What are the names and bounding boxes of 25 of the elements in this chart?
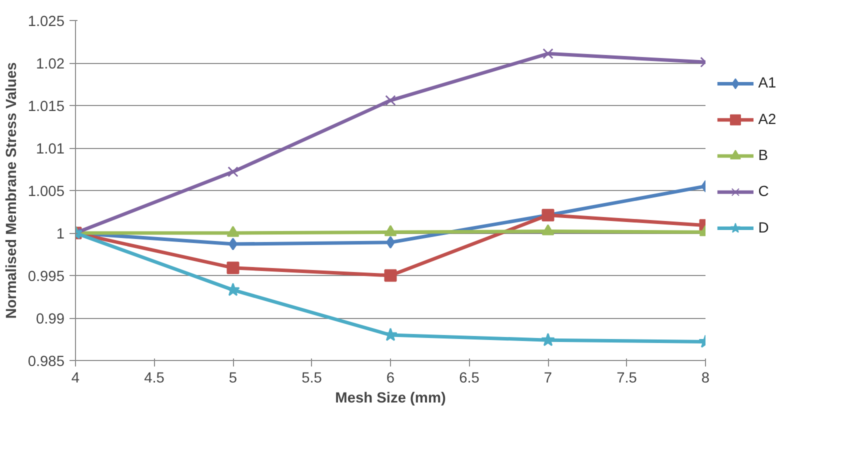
y-tick-label: 1.015: [28, 99, 65, 115]
y-tick-label: 0.995: [28, 269, 65, 285]
x-tick-label: 5: [228, 370, 238, 386]
legend-label: D: [758, 220, 769, 236]
x-tick-label: 6: [386, 370, 395, 386]
x-axis-title: Mesh Size (mm): [335, 390, 446, 406]
y-tick-label: 1.005: [28, 184, 65, 200]
legend-label: A1: [758, 76, 776, 92]
y-tick-label: 0.99: [36, 312, 65, 328]
y-tick-label: 1.02: [36, 56, 65, 72]
y-tick-label: 0.985: [28, 354, 65, 370]
y-tick-label: 1: [56, 226, 65, 242]
x-tick-label: 8: [701, 370, 710, 386]
legend-label: A2: [758, 112, 776, 128]
x-tick-label: 4: [71, 370, 80, 386]
x-tick-label: 5.5: [302, 370, 322, 386]
legend-label: B: [758, 148, 768, 164]
y-axis-title: Normalised Membrane Stress Values: [4, 62, 20, 319]
x-tick-label: 7.5: [616, 370, 637, 386]
legend-label: C: [758, 184, 770, 200]
y-tick-label: 1.025: [28, 14, 65, 30]
x-tick-label: 6.5: [459, 370, 480, 386]
y-tick-label: 1.01: [36, 142, 65, 158]
x-tick-label: 7: [544, 370, 552, 386]
x-tick-label: 4.5: [144, 370, 164, 386]
